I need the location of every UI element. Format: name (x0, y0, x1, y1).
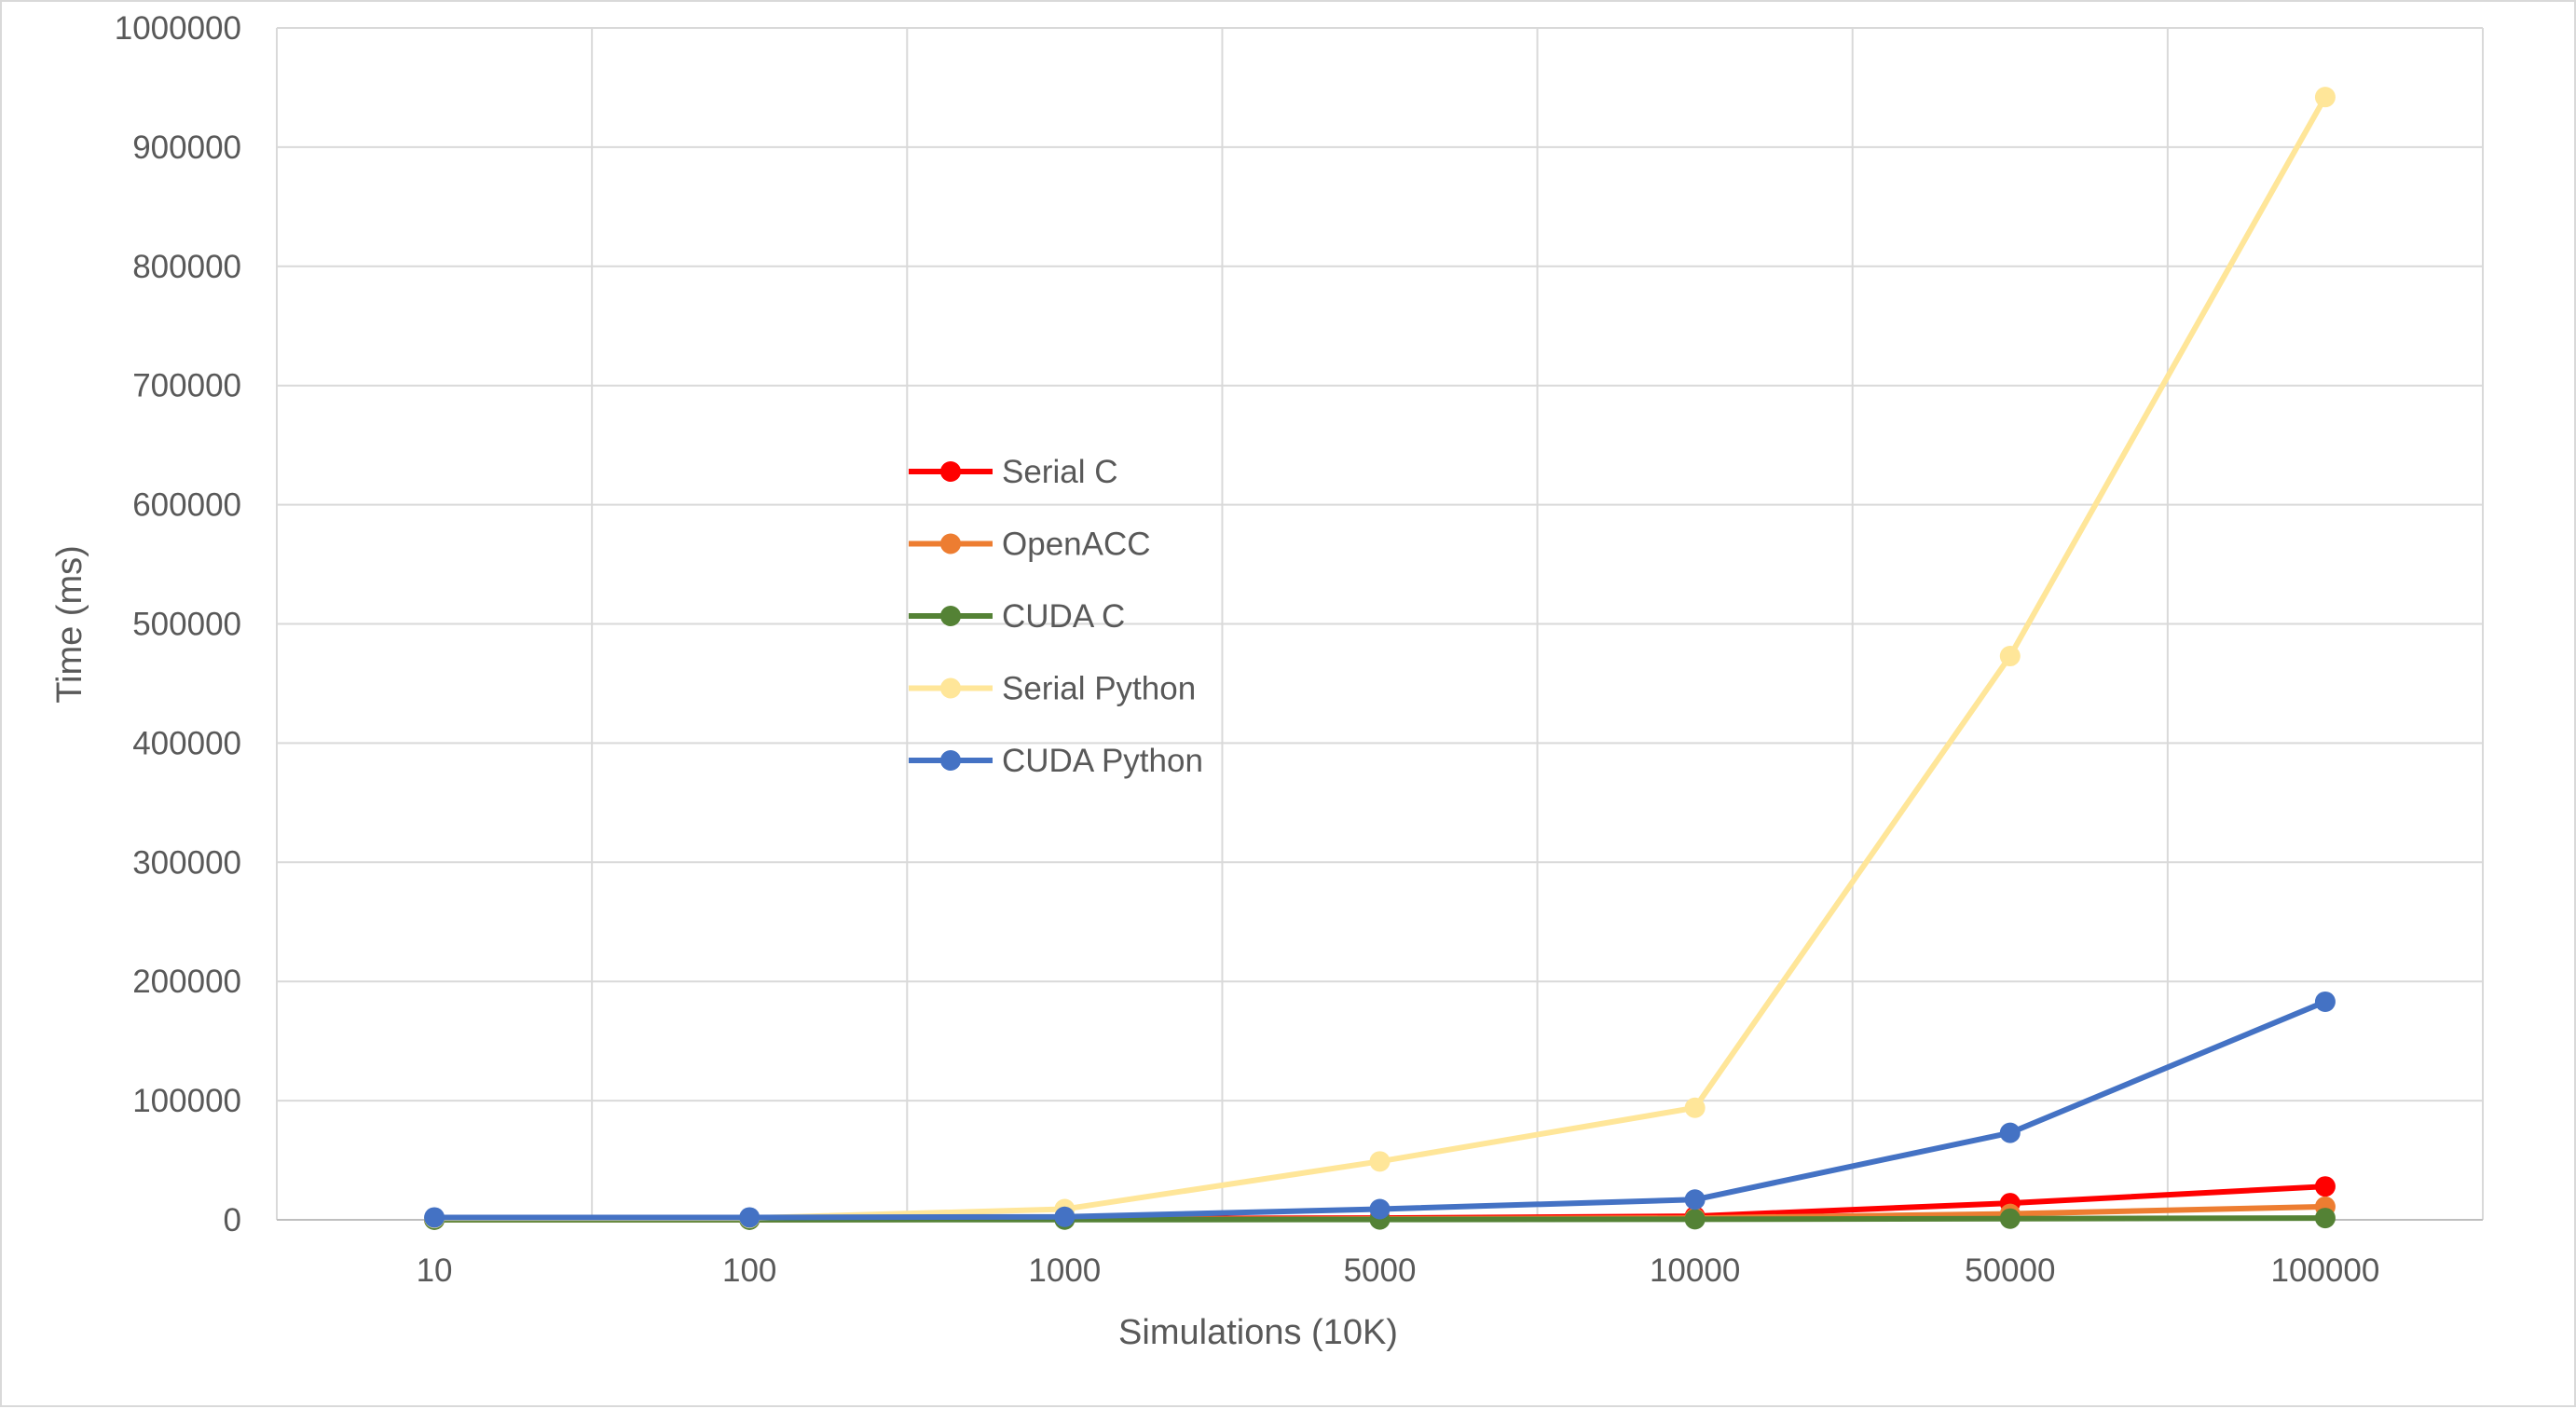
y-tick-label: 0 (224, 1202, 241, 1238)
legend-label: Serial C (1002, 454, 1117, 490)
x-axis-title: Simulations (10K) (1118, 1313, 1398, 1352)
legend-item: CUDA Python (909, 743, 1203, 779)
x-tick-label: 50000 (1965, 1252, 2055, 1289)
legend-label: Serial Python (1002, 671, 1196, 707)
data-point (1684, 1097, 1706, 1118)
data-point (1684, 1209, 1706, 1230)
data-point (739, 1207, 760, 1228)
x-tick-label: 100000 (2271, 1252, 2380, 1289)
x-tick-label: 10000 (1650, 1252, 1740, 1289)
y-tick-label: 700000 (132, 368, 241, 404)
y-tick-label: 200000 (132, 964, 241, 1000)
legend-item: Serial Python (909, 671, 1196, 707)
legend-item: CUDA C (909, 598, 1125, 635)
legend-marker (940, 606, 961, 626)
series-cuda-python (424, 991, 2336, 1228)
legend-item: Serial C (909, 454, 1117, 490)
data-point (2314, 991, 2336, 1012)
x-tick-label: 100 (722, 1252, 776, 1289)
data-point (1054, 1206, 1076, 1227)
legend-label: CUDA C (1002, 598, 1125, 635)
data-point (424, 1207, 445, 1228)
legend-label: CUDA Python (1002, 743, 1203, 779)
legend-marker (940, 677, 961, 699)
y-tick-label: 300000 (132, 844, 241, 881)
legend-marker (940, 533, 961, 554)
data-point (2314, 1176, 2336, 1197)
legend: Serial C OpenACC CUDA C Serial Python CUDA P… (909, 454, 1203, 779)
y-tick-label: 800000 (132, 249, 241, 285)
y-tick-label: 600000 (132, 487, 241, 524)
y-tick-label: 500000 (132, 607, 241, 643)
data-point (2314, 87, 2336, 108)
grid-lines (276, 27, 2484, 1220)
y-tick-label: 100000 (132, 1083, 241, 1119)
x-tick-label: 5000 (1344, 1252, 1417, 1289)
data-point (1999, 1122, 2021, 1143)
data-point (1999, 646, 2021, 667)
x-tick-label: 10 (417, 1252, 453, 1289)
data-point (2314, 1208, 2336, 1229)
series-line (432, 998, 2328, 1221)
series-line (432, 94, 2328, 1222)
y-tick-label: 900000 (132, 130, 241, 166)
legend-marker (940, 750, 961, 771)
series-serial-python (424, 87, 2336, 1229)
legend-item: OpenACC (909, 527, 1151, 563)
data-point (1369, 1198, 1391, 1220)
y-tick-label: 400000 (132, 725, 241, 761)
x-tick-label: 1000 (1028, 1252, 1101, 1289)
data-series (424, 87, 2336, 1230)
tick-labels: 0 100000 200000 300000 400000 500000 600000 700… (115, 10, 2380, 1289)
legend-label: OpenACC (1002, 527, 1151, 563)
legend-marker (940, 461, 961, 482)
y-tick-label: 1000000 (115, 10, 241, 47)
data-point (1999, 1208, 2021, 1229)
data-point (1684, 1189, 1706, 1211)
y-axis-title: Time (ms) (50, 545, 89, 704)
data-point (1369, 1151, 1391, 1172)
